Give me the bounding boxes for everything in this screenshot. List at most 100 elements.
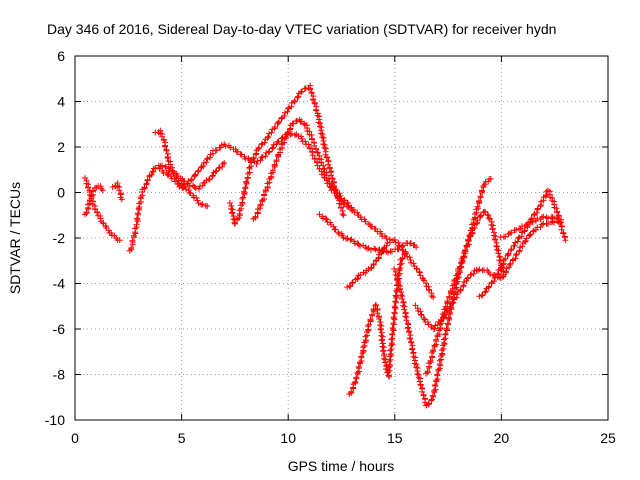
data-point-marker xyxy=(317,130,324,137)
data-point-marker xyxy=(378,249,385,256)
data-point-marker xyxy=(275,118,282,125)
data-point-marker xyxy=(385,364,392,371)
data-point-marker xyxy=(558,226,565,233)
data-point-marker xyxy=(446,293,453,300)
series-sat-track-11 xyxy=(346,248,409,398)
data-point-marker xyxy=(348,388,355,395)
data-point-marker xyxy=(523,221,530,228)
data-point-marker xyxy=(271,161,278,168)
data-point-marker xyxy=(316,123,323,130)
data-point-marker xyxy=(442,303,449,310)
data-point-marker xyxy=(99,187,106,194)
data-point-marker xyxy=(379,348,386,355)
data-point-marker xyxy=(434,371,441,378)
series-sat-track-7 xyxy=(226,82,347,227)
x-tick-label: 25 xyxy=(600,430,616,446)
data-point-marker xyxy=(192,171,199,178)
data-point-marker xyxy=(533,209,540,216)
data-point-marker xyxy=(191,172,198,179)
data-point-marker xyxy=(462,247,469,254)
data-point-marker xyxy=(464,275,471,282)
data-point-marker xyxy=(388,336,395,343)
data-point-marker xyxy=(375,247,382,254)
data-point-marker xyxy=(544,221,551,228)
data-point-marker xyxy=(389,331,396,337)
data-point-marker xyxy=(487,175,494,182)
data-point-marker xyxy=(346,283,353,290)
data-point-marker xyxy=(431,387,438,394)
data-point-marker xyxy=(499,274,506,280)
data-point-marker xyxy=(516,247,523,254)
data-point-marker xyxy=(209,172,216,179)
data-point-marker xyxy=(203,159,210,166)
series-sat-track-3 xyxy=(109,179,125,203)
data-point-marker xyxy=(506,261,513,268)
data-point-marker xyxy=(291,98,298,105)
data-point-marker xyxy=(485,212,492,219)
data-point-marker xyxy=(118,196,125,203)
data-point-marker xyxy=(512,255,519,262)
data-point-marker xyxy=(308,132,315,139)
data-point-marker xyxy=(294,94,301,101)
data-point-marker xyxy=(116,187,123,194)
data-point-marker xyxy=(311,100,318,107)
data-point-marker xyxy=(388,248,395,255)
data-point-marker xyxy=(141,184,148,191)
data-point-marker xyxy=(507,247,514,254)
data-point-marker xyxy=(516,248,523,255)
data-point-marker xyxy=(370,261,377,268)
data-point-marker xyxy=(354,275,361,282)
data-point-marker xyxy=(150,168,157,175)
data-point-marker xyxy=(392,292,399,299)
data-point-marker xyxy=(152,164,159,171)
data-point-marker xyxy=(212,168,219,175)
data-point-marker xyxy=(500,257,507,264)
data-point-marker xyxy=(388,342,395,349)
data-point-marker xyxy=(355,363,362,370)
data-point-marker xyxy=(385,369,392,376)
data-point-marker xyxy=(172,178,179,185)
data-point-marker xyxy=(264,134,271,141)
data-point-marker xyxy=(175,181,182,188)
y-tick-label: 2 xyxy=(57,139,65,155)
data-point-marker xyxy=(157,163,164,170)
data-point-marker xyxy=(406,254,413,261)
data-point-marker xyxy=(325,161,332,168)
series-sat-track-1 xyxy=(81,174,123,244)
data-point-marker xyxy=(349,280,356,287)
data-point-marker xyxy=(344,235,351,242)
data-point-marker xyxy=(391,236,398,243)
data-point-marker xyxy=(163,147,170,154)
data-point-marker xyxy=(250,154,257,161)
data-point-marker xyxy=(398,260,405,267)
data-point-marker xyxy=(505,231,512,238)
data-point-marker xyxy=(236,207,243,214)
data-point-marker xyxy=(129,237,136,244)
data-point-marker xyxy=(417,311,424,318)
data-point-marker xyxy=(386,358,393,365)
data-point-marker xyxy=(159,162,166,169)
data-point-marker xyxy=(232,219,239,226)
data-point-marker xyxy=(314,112,321,119)
data-point-marker xyxy=(228,205,235,212)
data-point-marker xyxy=(491,274,498,281)
data-point-marker xyxy=(364,245,371,252)
data-point-marker xyxy=(205,176,212,183)
data-point-marker xyxy=(485,214,492,221)
data-point-marker xyxy=(402,313,409,320)
series-sat-track-5 xyxy=(152,127,211,210)
data-point-marker xyxy=(450,299,457,306)
x-tick-label: 15 xyxy=(387,430,403,446)
data-point-marker xyxy=(427,357,434,364)
grid xyxy=(75,56,608,420)
data-point-marker xyxy=(431,325,438,332)
data-point-marker xyxy=(176,183,183,190)
data-point-marker xyxy=(204,203,211,210)
data-point-marker xyxy=(482,289,489,296)
data-point-marker xyxy=(367,316,374,323)
data-point-marker xyxy=(522,238,529,245)
data-point-marker xyxy=(391,303,398,310)
data-point-marker xyxy=(262,153,269,160)
data-point-marker xyxy=(281,113,288,120)
data-point-marker xyxy=(167,173,174,180)
